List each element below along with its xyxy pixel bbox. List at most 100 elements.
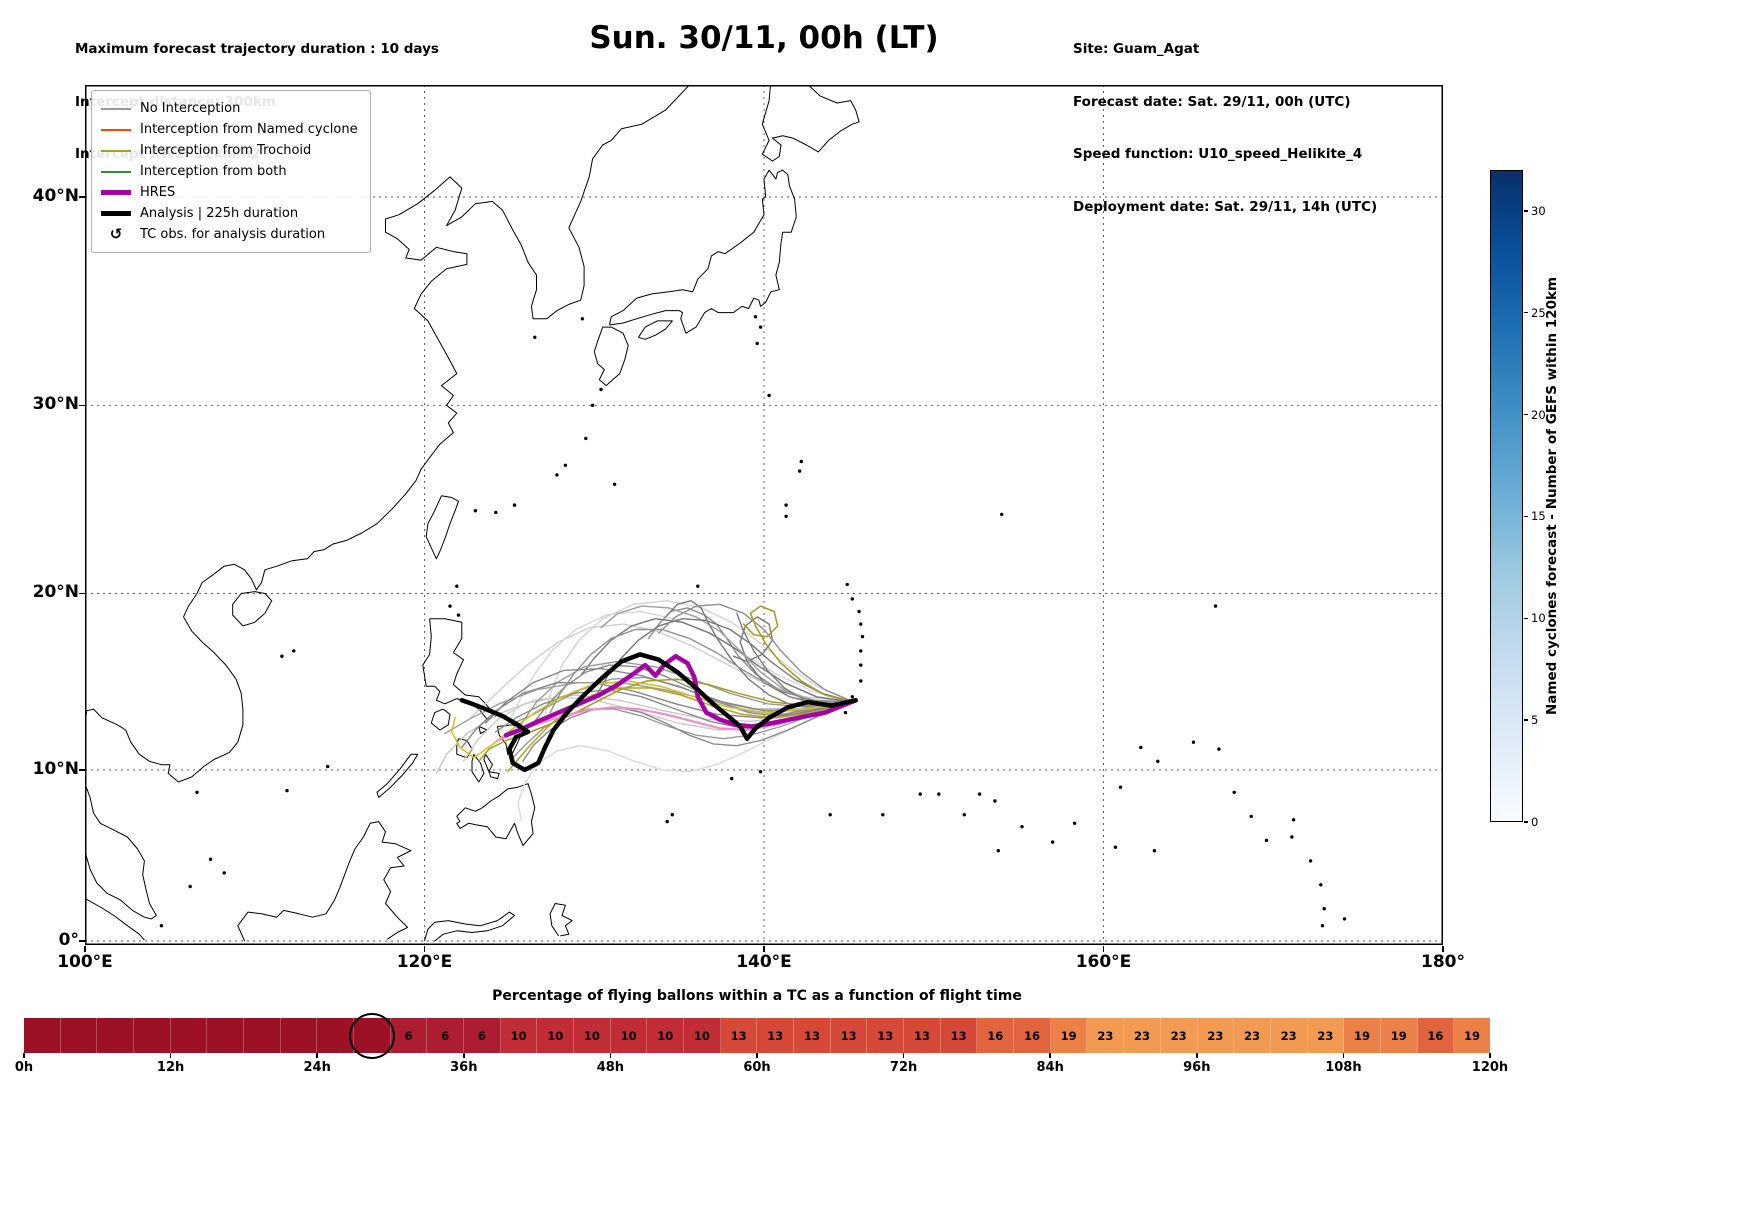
island-dot	[1213, 604, 1218, 608]
flight-time-segment: 23	[1160, 1018, 1198, 1053]
legend-label: Interception from Trochoid	[140, 143, 312, 158]
hour-tick-mark	[1342, 1053, 1345, 1058]
coastline-path	[483, 754, 493, 773]
flight-time-segment: 23	[1124, 1018, 1161, 1053]
island-dot	[859, 679, 863, 683]
island-dot	[857, 609, 861, 614]
island-dot	[1320, 924, 1325, 928]
hour-tick-label: 48h	[596, 1060, 625, 1075]
island-dot	[767, 393, 771, 398]
coastlines	[85, 85, 1347, 942]
flight-time-segment: 23	[1087, 1018, 1125, 1053]
hour-tick-mark	[902, 1053, 905, 1058]
flight-time-segment: 19	[1344, 1018, 1381, 1053]
lon-tick-mark	[1442, 945, 1444, 952]
colorbar-tick-mark	[1524, 617, 1528, 619]
island-dot	[1319, 883, 1323, 887]
island-dot	[285, 788, 289, 793]
island-dot	[758, 325, 763, 329]
island-dot	[494, 510, 498, 515]
flight-time-segment: 19	[1454, 1018, 1490, 1053]
island-dot	[1113, 845, 1118, 849]
segment-percentage-value: 10	[547, 1028, 564, 1043]
lat-tick-mark	[79, 769, 85, 771]
legend-label: Analysis | 225h duration	[140, 206, 299, 221]
trajectory-ensemble-16	[736, 612, 855, 707]
island-dot	[1139, 745, 1143, 750]
header-info-line: Maximum forecast trajectory duration : 1…	[75, 41, 439, 57]
segment-percentage-value: 23	[1207, 1028, 1224, 1043]
colorbar-tick-mark	[1524, 719, 1528, 721]
colorbar-tick-label: 5	[1531, 713, 1539, 728]
flight-time-segment: 23	[1307, 1018, 1345, 1053]
segment-percentage-value: 13	[877, 1028, 894, 1043]
segment-percentage-value: 6	[441, 1028, 450, 1043]
island-dot	[784, 514, 788, 518]
colorbar-tick-mark	[1524, 311, 1528, 314]
flight-time-segment: 19	[1380, 1018, 1418, 1053]
flight-time-segment: 23	[1197, 1018, 1235, 1053]
island-dot	[843, 710, 848, 715]
segment-percentage-value: 23	[1244, 1028, 1261, 1043]
legend-item: Interception from both	[101, 161, 358, 182]
segment-percentage-value: 19	[1464, 1028, 1481, 1043]
colorbar-tick-mark	[1524, 821, 1528, 823]
legend-item: Interception from Named cyclone	[101, 119, 358, 140]
legend-item: ↺ TC obs. for analysis duration	[101, 224, 358, 245]
island-dot	[599, 387, 603, 392]
header-info-line: Deployment date: Sat. 29/11, 14h (UTC)	[1073, 198, 1378, 215]
island-dot	[555, 473, 559, 477]
trajectory-map: No Interception Interception from Named c…	[85, 85, 1443, 945]
coastline-path	[488, 771, 500, 780]
coastline-path	[424, 911, 515, 942]
island-dot	[758, 770, 763, 774]
page-title: Sun. 30/11, 00h (LT)	[589, 20, 939, 56]
hour-tick-mark	[609, 1053, 612, 1058]
map-canvas	[85, 85, 1443, 945]
hour-tick-mark	[1049, 1053, 1051, 1058]
header-info-line: Site: Guam_Agat	[1073, 41, 1200, 57]
island-dot	[1290, 835, 1294, 839]
island-dot	[859, 649, 863, 653]
island-dot	[845, 582, 849, 587]
trajectory-trochoid-4-yellow	[450, 680, 855, 759]
hour-tick-label: 0h	[14, 1060, 34, 1075]
hour-tick-mark	[1489, 1053, 1491, 1058]
island-dot	[159, 924, 164, 928]
island-dot	[1342, 917, 1347, 921]
flight-time-segment: 19	[1050, 1018, 1088, 1053]
segment-percentage-value: 13	[950, 1028, 967, 1043]
hour-tick-label: 84h	[1036, 1060, 1064, 1075]
island-dot	[195, 790, 199, 794]
lon-tick-label: 100°E	[57, 952, 113, 972]
coastline-path	[425, 495, 459, 560]
lat-tick-mark	[79, 196, 85, 198]
segment-percentage-value: 10	[657, 1028, 674, 1043]
island-dot	[850, 597, 854, 601]
island-dot	[993, 799, 997, 803]
hour-tick-mark	[316, 1053, 318, 1058]
island-dot	[222, 871, 226, 875]
legend-item: HRES	[101, 182, 358, 203]
flight-time-segment: 13	[830, 1018, 868, 1053]
hour-tick-mark	[756, 1053, 758, 1058]
segment-percentage-value: 10	[583, 1028, 600, 1043]
lat-tick-mark	[79, 404, 85, 407]
lon-tick-mark	[763, 945, 765, 952]
segment-percentage-value: 13	[730, 1028, 747, 1043]
legend-label: TC obs. for analysis duration	[140, 227, 326, 242]
flight-time-segment: 10	[500, 1018, 538, 1053]
flight-time-segment: 13	[794, 1018, 831, 1053]
grid-lines	[85, 85, 1443, 945]
island-dot	[1191, 740, 1196, 744]
flight-time-strip-title: Percentage of flying ballons within a TC…	[492, 988, 1022, 1004]
island-dot	[665, 819, 669, 824]
legend-label: No Interception	[140, 101, 241, 116]
segment-percentage-value: 6	[404, 1028, 413, 1043]
colorbar-tick-label: 20	[1531, 407, 1546, 422]
legend-item: Analysis | 225h duration	[101, 203, 358, 224]
segment-percentage-value: 13	[913, 1028, 930, 1043]
hour-tick-label: 24h	[303, 1060, 331, 1075]
flight-time-strip: 6 6 6 10 10 10 10 10 10 13 13 13 13 13 13 13 16 16 19 23 23 2…	[24, 1018, 1490, 1053]
flight-time-segment	[170, 1018, 208, 1053]
